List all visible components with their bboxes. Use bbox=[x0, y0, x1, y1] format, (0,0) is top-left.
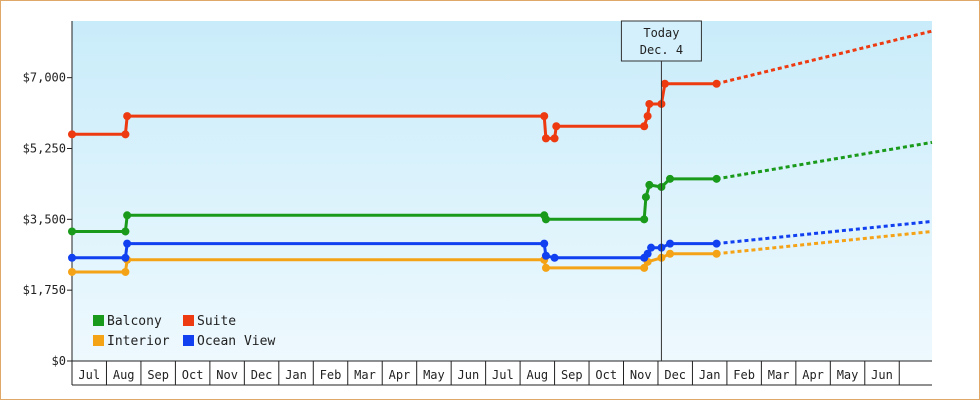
data-point-suite bbox=[550, 134, 559, 143]
today-marker: Today Dec. 4 bbox=[620, 20, 702, 361]
y-tick-label: $3,500 bbox=[23, 212, 66, 226]
x-tick-label: Aug bbox=[526, 368, 548, 382]
data-point-suite bbox=[540, 112, 549, 121]
legend-label: Ocean View bbox=[197, 334, 275, 349]
x-tick-label: Aug bbox=[113, 368, 135, 382]
today-label: Today bbox=[643, 26, 679, 40]
data-point-ocean-view bbox=[68, 253, 76, 262]
projection-line-balcony bbox=[716, 140, 933, 181]
x-tick-label: Oct bbox=[182, 368, 204, 382]
legend-swatch bbox=[93, 335, 104, 346]
x-tick-label: May bbox=[423, 368, 445, 382]
legend-swatch bbox=[183, 335, 194, 346]
x-tick-label: Dec bbox=[251, 368, 273, 382]
x-tick-label: Jul bbox=[78, 368, 100, 382]
data-point-interior bbox=[666, 249, 675, 258]
data-point-balcony bbox=[641, 193, 650, 202]
data-point-interior bbox=[121, 267, 130, 276]
x-tick-label: May bbox=[837, 368, 859, 382]
data-point-suite bbox=[640, 122, 649, 131]
plot-background bbox=[72, 21, 932, 361]
x-tick-label: Jan bbox=[285, 368, 307, 382]
data-point-ocean-view bbox=[647, 243, 656, 252]
x-tick-label: Jun bbox=[458, 368, 480, 382]
data-point-ocean-view bbox=[541, 251, 550, 260]
data-point-interior bbox=[541, 263, 550, 272]
x-tick-label: Jul bbox=[492, 368, 514, 382]
y-axis: $0 $1,750 $3,500 $5,250 $7,000 bbox=[23, 21, 73, 368]
legend-swatch bbox=[183, 315, 194, 326]
projection-line-ocean-view bbox=[716, 219, 933, 246]
x-tick-label: Apr bbox=[389, 368, 411, 382]
data-point-ocean-view bbox=[121, 253, 130, 262]
data-point-interior bbox=[712, 249, 721, 258]
data-point-suite bbox=[660, 79, 669, 88]
legend-swatch bbox=[93, 315, 104, 326]
data-point-balcony bbox=[68, 227, 76, 236]
data-point-suite bbox=[645, 99, 654, 108]
y-tick-label: $5,250 bbox=[23, 142, 66, 156]
series-line-interior bbox=[72, 252, 717, 274]
x-tick-label: Sep bbox=[147, 368, 169, 382]
x-tick-label: Mar bbox=[354, 368, 376, 382]
x-tick-label: Apr bbox=[802, 368, 824, 382]
data-point-balcony bbox=[123, 211, 132, 220]
projection-line-interior bbox=[716, 230, 933, 256]
x-tick-label: Feb bbox=[733, 368, 755, 382]
data-point-balcony bbox=[121, 227, 130, 236]
data-point-suite bbox=[552, 122, 561, 131]
legend-label: Suite bbox=[197, 314, 236, 329]
x-tick-label: Dec bbox=[664, 368, 686, 382]
legend-label: Interior bbox=[107, 334, 170, 349]
data-point-balcony bbox=[645, 180, 654, 189]
x-tick-label: Jan bbox=[699, 368, 721, 382]
data-point-interior bbox=[640, 263, 649, 272]
x-tick-label: Oct bbox=[595, 368, 617, 382]
y-tick-label: $7,000 bbox=[23, 71, 66, 85]
data-point-balcony bbox=[712, 174, 721, 183]
today-date: Dec. 4 bbox=[640, 43, 683, 57]
x-tick-label: Mar bbox=[768, 368, 790, 382]
x-tick-label: Nov bbox=[630, 368, 652, 382]
data-point-suite bbox=[541, 134, 550, 143]
x-tick-label: Nov bbox=[216, 368, 238, 382]
data-point-suite bbox=[121, 130, 130, 139]
data-point-ocean-view bbox=[712, 239, 721, 248]
today-box bbox=[620, 20, 702, 62]
x-axis: Jul Aug Sep Oct Nov Dec Jan Feb Mar Apr May Jun Jul A… bbox=[71, 360, 932, 386]
data-point-ocean-view bbox=[550, 253, 559, 262]
data-point-suite bbox=[123, 112, 132, 121]
data-point-balcony bbox=[541, 215, 550, 224]
data-point-balcony bbox=[666, 174, 675, 183]
data-point-ocean-view bbox=[666, 239, 675, 248]
data-point-ocean-view bbox=[643, 249, 652, 258]
data-point-ocean-view bbox=[123, 239, 132, 248]
y-tick-label: $0 bbox=[52, 354, 66, 368]
x-tick-label: Feb bbox=[320, 368, 342, 382]
x-tick-label: Jun bbox=[871, 368, 893, 382]
data-point-suite bbox=[643, 112, 652, 121]
legend-label: Balcony bbox=[107, 314, 162, 329]
data-point-balcony bbox=[640, 215, 649, 224]
data-point-interior bbox=[68, 267, 76, 276]
data-point-ocean-view bbox=[540, 239, 549, 248]
data-point-suite bbox=[68, 130, 76, 139]
x-tick-label: Sep bbox=[561, 368, 583, 382]
y-tick-label: $1,750 bbox=[23, 283, 66, 297]
legend: Balcony Suite Interior Ocean View bbox=[93, 314, 275, 349]
projection-line-suite bbox=[716, 29, 933, 86]
